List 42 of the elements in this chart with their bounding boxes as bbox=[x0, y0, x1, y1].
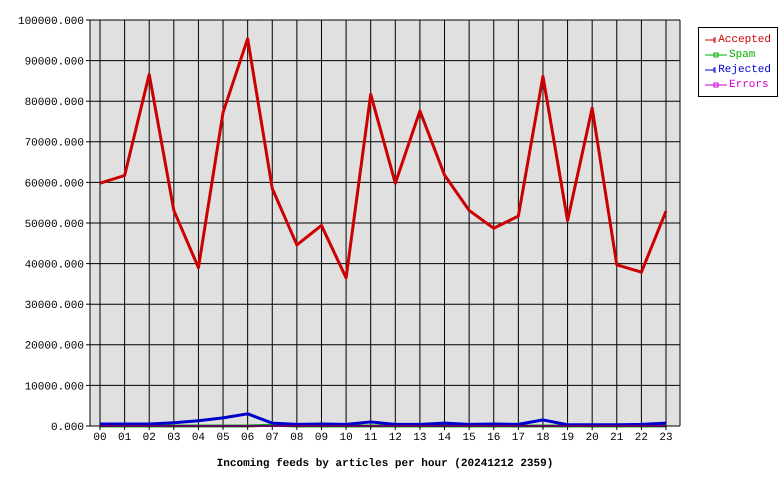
x-tick-label: 07 bbox=[266, 432, 279, 444]
x-tick-label: 21 bbox=[610, 432, 624, 444]
x-tick-label: 09 bbox=[314, 432, 328, 444]
y-tick-label: 90000.000 bbox=[24, 56, 84, 69]
line-series bbox=[98, 37, 668, 280]
x-tick-label: 04 bbox=[192, 432, 206, 444]
x-tick-label: 18 bbox=[536, 432, 550, 444]
y-tick-label: 30000.000 bbox=[24, 300, 84, 312]
y-tick-label: 0.000 bbox=[50, 422, 84, 434]
x-tick-label: 11 bbox=[364, 432, 378, 444]
x-axis-title: Incoming feeds by articles per hour (20241212 2359) bbox=[216, 457, 554, 470]
x-tick-label: 02 bbox=[142, 432, 156, 444]
x-tick-label: 05 bbox=[216, 432, 230, 444]
y-tick-label: 70000.000 bbox=[24, 138, 84, 150]
legend-label: Errors bbox=[729, 78, 769, 90]
x-tick-label: 19 bbox=[560, 432, 574, 444]
legend-label: Accepted bbox=[718, 34, 771, 46]
y-tick-label: 20000.000 bbox=[24, 340, 84, 353]
y-tick-label: 80000.000 bbox=[24, 97, 84, 110]
x-tick-label: 22 bbox=[634, 432, 648, 444]
x-tick-label: 17 bbox=[512, 432, 525, 444]
x-tick-label: 15 bbox=[462, 432, 476, 444]
x-tick-label: 16 bbox=[487, 432, 500, 444]
line-series bbox=[98, 412, 668, 426]
y-tick-label: 10000.000 bbox=[24, 381, 84, 394]
legend-label: Rejected bbox=[718, 64, 771, 76]
legend-label: Spam bbox=[729, 48, 756, 60]
x-tick-label: 12 bbox=[388, 432, 402, 444]
x-tick-label: 20 bbox=[586, 432, 599, 444]
y-tick-label: 40000.000 bbox=[24, 260, 84, 272]
x-tick-label: 10 bbox=[339, 432, 353, 444]
y-tick-label: 60000.000 bbox=[24, 178, 84, 190]
x-tick-label: 01 bbox=[118, 432, 132, 444]
x-tick-label: 06 bbox=[241, 432, 254, 444]
x-tick-label: 03 bbox=[167, 432, 180, 444]
x-tick-label: 13 bbox=[413, 432, 427, 444]
y-tick-label: 100000.000 bbox=[18, 16, 84, 28]
x-tick-label: 23 bbox=[659, 432, 673, 444]
x-tick-label: 14 bbox=[438, 432, 452, 444]
x-tick-label: 00 bbox=[93, 432, 107, 444]
x-tick-label: 08 bbox=[290, 432, 304, 444]
y-tick-label: 50000.000 bbox=[24, 218, 84, 231]
